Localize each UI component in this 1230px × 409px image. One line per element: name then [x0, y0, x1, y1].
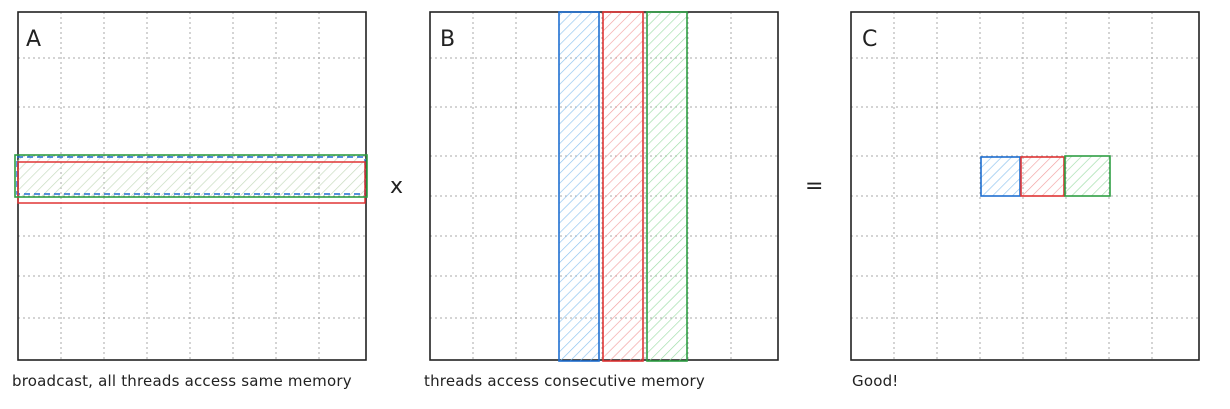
- matrix-c-frame: [850, 11, 1200, 361]
- row-highlight-red: [17, 161, 366, 204]
- output-cell-red: [1020, 156, 1065, 197]
- matrix-b-label: B: [440, 27, 455, 52]
- matrix-a-label: A: [26, 27, 41, 52]
- row-highlight-blue: [16, 156, 366, 195]
- matrix-c-caption: Good!: [852, 372, 899, 390]
- equals-operator: =: [805, 174, 823, 199]
- matrix-c-label: C: [862, 27, 877, 52]
- column-highlight-green: [646, 11, 688, 362]
- column-highlight-blue: [558, 11, 600, 362]
- multiply-operator: x: [390, 174, 403, 199]
- matrix-b: B: [429, 11, 779, 362]
- column-highlight-red: [602, 11, 644, 362]
- output-cell-blue: [980, 156, 1021, 197]
- row-highlight-green: [14, 154, 368, 198]
- matrix-c-grid: [851, 12, 1199, 360]
- output-cell-green: [1064, 155, 1111, 197]
- matrix-c: C: [850, 11, 1200, 361]
- row-highlight: [14, 154, 368, 204]
- matrix-b-caption: threads access consecutive memory: [424, 372, 705, 390]
- matrix-a-caption: broadcast, all threads access same memor…: [12, 372, 352, 390]
- matrix-a: A: [14, 11, 368, 361]
